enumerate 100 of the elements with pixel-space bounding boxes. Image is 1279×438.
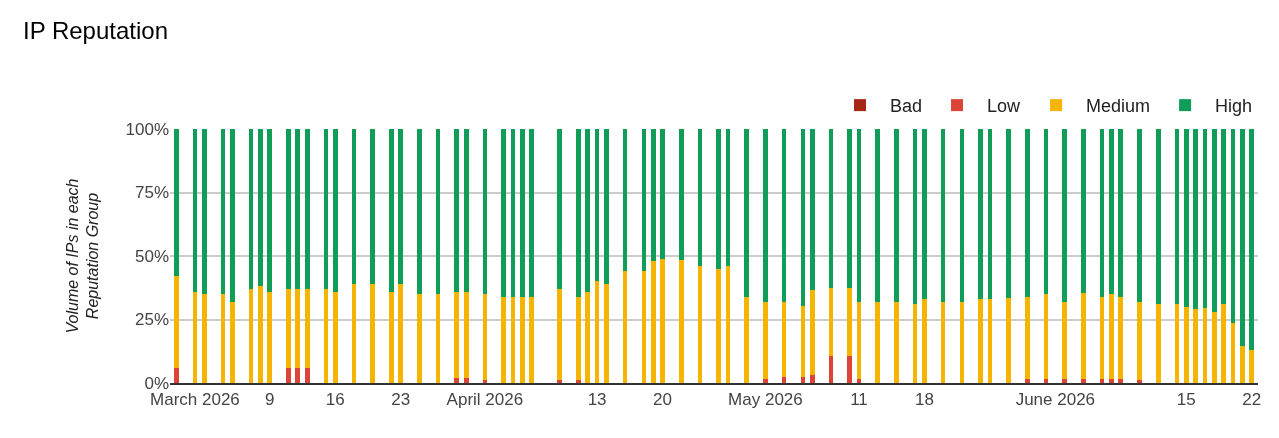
bar <box>829 288 833 356</box>
bar <box>875 302 880 383</box>
bar <box>258 286 263 383</box>
bar <box>585 129 590 292</box>
bar <box>1062 379 1067 383</box>
x-tick-label: June 2026 <box>1015 390 1096 410</box>
bar <box>1249 129 1254 350</box>
bar <box>398 129 403 284</box>
bar <box>193 129 197 292</box>
bar <box>1137 129 1142 302</box>
bar <box>324 289 328 383</box>
bar <box>1100 297 1104 379</box>
bar <box>1175 304 1179 383</box>
bar <box>595 281 599 383</box>
bar <box>894 129 899 302</box>
bar <box>389 292 394 383</box>
bar <box>698 266 702 383</box>
bar <box>1137 302 1142 380</box>
x-tick-label: 18 <box>914 390 934 410</box>
bar <box>1081 293 1086 379</box>
bar <box>352 129 356 284</box>
bar <box>286 129 291 289</box>
bar <box>576 297 581 380</box>
bar <box>847 288 852 356</box>
bar <box>529 129 534 297</box>
bar <box>576 380 581 383</box>
bar <box>1212 129 1217 312</box>
bar <box>1240 346 1245 383</box>
y-tick-label: 50% <box>134 246 169 266</box>
bar <box>894 302 899 383</box>
x-tick-label: 20 <box>653 390 673 410</box>
bar <box>1109 379 1114 383</box>
bar <box>511 129 515 297</box>
bar <box>249 289 253 383</box>
bar <box>511 297 515 383</box>
y-axis-title: Volume of IPs in each Reputation Group <box>63 178 102 334</box>
bar <box>324 129 328 289</box>
bar <box>726 129 730 266</box>
bar <box>660 129 665 259</box>
bar <box>464 378 469 383</box>
bar <box>249 129 253 289</box>
legend-label: Low <box>987 96 1022 117</box>
bar <box>623 271 627 383</box>
bar <box>1044 129 1048 294</box>
bar <box>520 297 525 383</box>
bar <box>286 368 291 383</box>
bar <box>436 294 440 383</box>
bar <box>520 129 525 297</box>
bar <box>623 129 627 271</box>
bar <box>978 299 983 383</box>
bar <box>352 284 356 383</box>
bar <box>716 269 721 383</box>
bar <box>1203 129 1207 308</box>
x-tick-label: April 2026 <box>446 390 524 410</box>
bar <box>389 129 394 292</box>
bar <box>454 378 459 383</box>
bar <box>202 129 207 294</box>
bar <box>464 292 469 378</box>
bar <box>370 284 375 383</box>
bar <box>726 266 730 383</box>
bar <box>1156 304 1161 383</box>
bar <box>417 129 422 294</box>
bar <box>829 356 833 383</box>
bar <box>193 292 197 383</box>
bar <box>305 129 310 289</box>
bar <box>1231 323 1235 383</box>
bar <box>810 129 815 290</box>
bar <box>1025 379 1030 383</box>
bar <box>305 289 310 368</box>
bar <box>1081 379 1086 383</box>
bar <box>810 290 815 375</box>
bar <box>1118 379 1123 383</box>
bar <box>642 129 646 271</box>
bar <box>604 129 609 284</box>
y-tick-label: 25% <box>134 310 169 330</box>
bar <box>501 297 506 383</box>
bar <box>763 129 768 302</box>
bar <box>1193 129 1198 309</box>
bar <box>960 302 964 383</box>
bar <box>1203 308 1207 383</box>
bar <box>585 292 590 383</box>
bar <box>258 129 263 286</box>
x-tick-label: 11 <box>850 390 868 410</box>
bar <box>1100 129 1104 297</box>
x-tick-label: March 2026 <box>150 390 240 410</box>
bar <box>960 129 964 302</box>
bar <box>398 284 403 383</box>
bar <box>1221 129 1226 304</box>
y-tick-label: 0% <box>144 373 169 393</box>
y-tick-label: 75% <box>134 183 169 203</box>
bar <box>1100 379 1104 383</box>
bar <box>174 368 179 383</box>
x-tick-label: 23 <box>391 390 411 410</box>
bar <box>988 129 992 299</box>
bar <box>857 379 861 383</box>
bar <box>501 129 506 297</box>
bar <box>744 297 749 383</box>
bar <box>782 302 786 377</box>
bar <box>716 129 721 269</box>
bar <box>1109 129 1114 294</box>
